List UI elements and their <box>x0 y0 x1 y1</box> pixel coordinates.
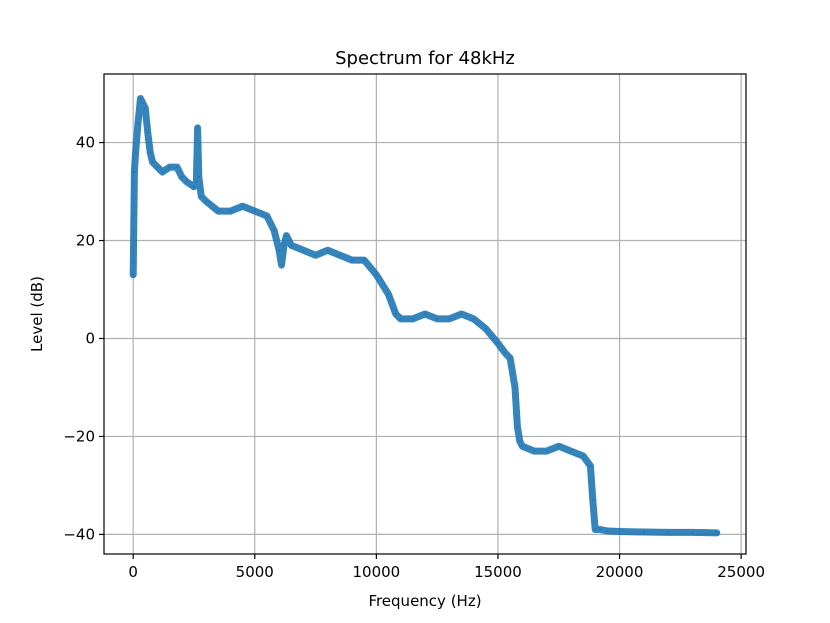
spectrum-point <box>168 166 171 169</box>
spectrum-point <box>302 249 305 252</box>
spectrum-point <box>229 210 232 213</box>
spectrum-point <box>205 200 208 203</box>
spectrum-point <box>715 531 718 534</box>
spectrum-point <box>472 317 475 320</box>
spectrum-point <box>180 175 183 178</box>
spectrum-point <box>278 249 281 252</box>
spectrum-point <box>545 450 548 453</box>
spectrum-point <box>283 244 285 247</box>
spectrum-point <box>582 455 585 457</box>
spectrum-point <box>514 386 516 389</box>
spectrum-point <box>569 450 572 453</box>
spectrum-point <box>151 161 154 164</box>
spectrum-point <box>314 254 317 257</box>
spectrum-point <box>504 352 507 355</box>
spectrum-point <box>509 357 512 360</box>
spectrum-point <box>196 126 199 129</box>
spectrum-point <box>589 464 592 467</box>
x-tick-label: 0 <box>128 563 138 581</box>
spectrum-point <box>280 264 283 266</box>
y-tick-label: 40 <box>76 134 95 152</box>
spectrum-point <box>176 166 178 169</box>
spectrum-point <box>667 531 670 534</box>
spectrum-point <box>399 317 402 320</box>
spectrum-point <box>141 102 144 105</box>
x-tick-label: 25000 <box>717 563 765 581</box>
spectrum-point <box>436 317 439 320</box>
x-tick-label: 5000 <box>236 563 274 581</box>
y-tick-label: 20 <box>76 232 95 250</box>
grid <box>104 74 746 554</box>
spectrum-point <box>591 499 594 502</box>
spectrum-point <box>394 313 397 315</box>
spectrum-point <box>594 528 597 531</box>
spectrum-point <box>326 249 329 252</box>
spectrum-point <box>144 107 147 110</box>
spectrum-point <box>197 175 200 178</box>
spectrum-point <box>387 293 390 296</box>
spectrum-point <box>424 313 426 315</box>
y-tick-label: −40 <box>63 525 95 543</box>
x-tick-label: 15000 <box>474 563 522 581</box>
y-tick-label: −20 <box>63 427 95 445</box>
spectrum-point <box>497 342 499 345</box>
spectrum-point <box>217 210 220 213</box>
x-axis-label: Frequency (Hz) <box>368 592 481 610</box>
spectrum-point <box>411 317 414 320</box>
spectrum-point <box>521 445 524 448</box>
spectrum-point <box>290 244 293 247</box>
y-tick-label: 0 <box>85 329 95 347</box>
spectrum-series-line <box>129 95 721 537</box>
spectrum-point <box>200 195 203 198</box>
spectrum-point <box>253 210 256 213</box>
spectrum-point <box>193 185 195 188</box>
x-tick-label: 10000 <box>353 563 401 581</box>
spectrum-point <box>351 259 353 262</box>
spectrum-point <box>642 531 645 533</box>
spectrum-point <box>134 151 137 154</box>
plot-frame <box>103 73 747 555</box>
spectrum-point <box>557 445 560 448</box>
data-layer <box>129 95 721 537</box>
x-tick-label: 20000 <box>596 563 644 581</box>
spectrum-point <box>156 166 159 169</box>
spectrum-point <box>185 180 188 183</box>
spectrum-point <box>195 180 198 183</box>
spectrum-point <box>484 327 487 330</box>
spectrum-point <box>161 171 164 173</box>
spectrum-point <box>518 440 521 443</box>
ticks: 0 5000 10000 15000 20000 25000 −40 −20 0 20 40 <box>63 134 765 581</box>
spectrum-point <box>533 450 536 453</box>
spectrum-point <box>139 97 142 100</box>
spectrum-point <box>285 234 288 237</box>
spectrum-point <box>599 528 602 531</box>
spectrum-point <box>149 151 152 154</box>
spectrum-point <box>273 229 276 232</box>
spectrum-point <box>132 273 135 276</box>
spectrum-point <box>137 122 139 124</box>
spectrum-point <box>375 273 378 276</box>
y-axis-label: Level (dB) <box>28 276 46 352</box>
spectrum-point <box>146 131 149 134</box>
spectrum-point <box>691 531 694 534</box>
spectrum-point <box>606 530 609 532</box>
spectrum-point <box>241 205 244 208</box>
spectrum-point <box>338 254 341 257</box>
spectrum-point <box>363 259 366 262</box>
spectrum-point <box>448 317 451 320</box>
spectrum-point <box>618 530 621 533</box>
chart-title: Spectrum for 48kHz <box>335 48 515 69</box>
spectrum-point <box>460 313 463 315</box>
spectrum-point <box>133 171 136 173</box>
spectrum-point <box>516 425 519 428</box>
spectrum-point <box>265 215 268 217</box>
